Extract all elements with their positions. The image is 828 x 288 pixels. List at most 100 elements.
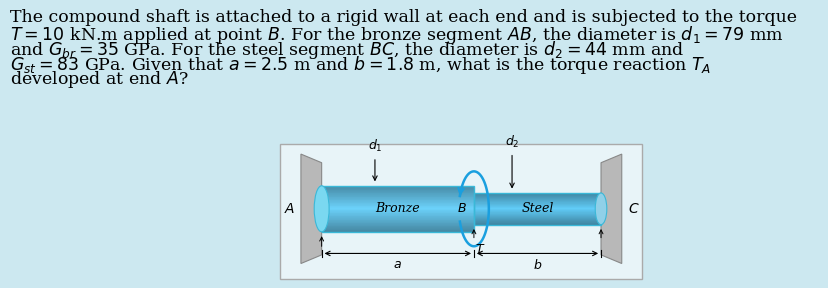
Bar [321, 207, 474, 208]
Bar [474, 213, 600, 214]
Bar [474, 212, 600, 213]
Bar [474, 200, 600, 201]
Bar [474, 207, 600, 208]
Bar [474, 202, 600, 203]
Bar [474, 208, 600, 209]
Bar [321, 208, 474, 209]
Polygon shape [301, 154, 321, 264]
Text: $B$: $B$ [457, 202, 467, 215]
Bar [474, 209, 600, 210]
Bar [321, 212, 474, 213]
Bar [321, 195, 474, 196]
Bar [474, 203, 600, 204]
Bar [474, 215, 600, 216]
Bar [474, 216, 600, 217]
Bar [321, 186, 474, 187]
Bar [474, 218, 600, 219]
Text: $T$: $T$ [474, 243, 485, 256]
Bar [474, 195, 600, 196]
Text: $A$: $A$ [283, 202, 295, 216]
Bar [321, 218, 474, 219]
Bar [321, 187, 474, 188]
Bar [321, 196, 474, 197]
Bar [321, 230, 474, 231]
Bar [474, 220, 600, 221]
Text: developed at end $A$?: developed at end $A$? [10, 69, 189, 90]
Bar [474, 211, 600, 212]
Bar [321, 231, 474, 232]
Ellipse shape [314, 186, 329, 232]
Bar [321, 199, 474, 200]
Bar [321, 192, 474, 193]
Bar [474, 199, 600, 200]
Bar [474, 224, 600, 225]
Bar [321, 216, 474, 217]
Bar [321, 221, 474, 222]
Bar [321, 198, 474, 199]
Bar [321, 215, 474, 216]
Bar [321, 193, 474, 194]
Bar [321, 191, 474, 192]
Bar [321, 224, 474, 225]
Bar [321, 225, 474, 226]
Bar [474, 205, 600, 206]
Bar [321, 217, 474, 218]
Bar [474, 217, 600, 218]
Bar [321, 189, 474, 190]
Bar [321, 220, 474, 221]
Bar [321, 186, 474, 232]
Bar [474, 196, 600, 197]
Text: $T = 10$ kN.m applied at point $B$. For the bronze segment $AB$, the diameter is: $T = 10$ kN.m applied at point $B$. For … [10, 24, 782, 46]
Bar [321, 210, 474, 211]
Text: $d_2$: $d_2$ [504, 134, 518, 150]
Bar [321, 202, 474, 203]
Bar [474, 193, 600, 194]
Bar [474, 213, 600, 214]
Bar [474, 193, 600, 225]
Text: $a$: $a$ [392, 258, 402, 271]
Polygon shape [600, 154, 621, 264]
Bar [321, 227, 474, 228]
Bar [474, 206, 600, 207]
Text: The compound shaft is attached to a rigid wall at each end and is subjected to t: The compound shaft is attached to a rigi… [10, 9, 796, 26]
Bar [321, 204, 474, 205]
Bar [321, 203, 474, 204]
Bar [321, 229, 474, 230]
Bar [321, 222, 474, 223]
Bar [321, 194, 474, 195]
Bar [474, 222, 600, 223]
Bar [474, 197, 600, 198]
Text: $b$: $b$ [532, 258, 542, 272]
Bar [474, 198, 600, 199]
Bar [321, 213, 474, 214]
Bar [474, 214, 600, 215]
Text: and $G_{br} = 35$ GPa. For the steel segment $BC$, the diameter is $d_2 = 44$ mm: and $G_{br} = 35$ GPa. For the steel seg… [10, 39, 683, 60]
Bar [321, 190, 474, 191]
FancyBboxPatch shape [280, 144, 642, 279]
Bar [474, 210, 600, 211]
Bar [321, 226, 474, 227]
Bar [474, 223, 600, 224]
Bar [474, 201, 600, 202]
Bar [474, 204, 600, 205]
Bar [321, 209, 474, 210]
Bar [321, 201, 474, 202]
Bar [321, 214, 474, 215]
Text: Bronze: Bronze [375, 202, 420, 215]
Bar [321, 206, 474, 207]
Bar [321, 188, 474, 189]
Bar [321, 197, 474, 198]
Bar [321, 219, 474, 220]
Text: Steel: Steel [521, 202, 553, 215]
Bar [474, 221, 600, 222]
Bar [321, 211, 474, 212]
Text: $G_{st} = 83$ GPa. Given that $a = 2.5$ m and $b = 1.8$ m, what is the torque re: $G_{st} = 83$ GPa. Given that $a = 2.5$ … [10, 54, 710, 75]
Bar [474, 219, 600, 220]
Bar [321, 228, 474, 229]
Bar [321, 200, 474, 201]
Text: $C$: $C$ [627, 202, 638, 216]
Bar [321, 205, 474, 206]
Ellipse shape [595, 193, 606, 225]
Bar [321, 223, 474, 224]
Bar [474, 194, 600, 195]
